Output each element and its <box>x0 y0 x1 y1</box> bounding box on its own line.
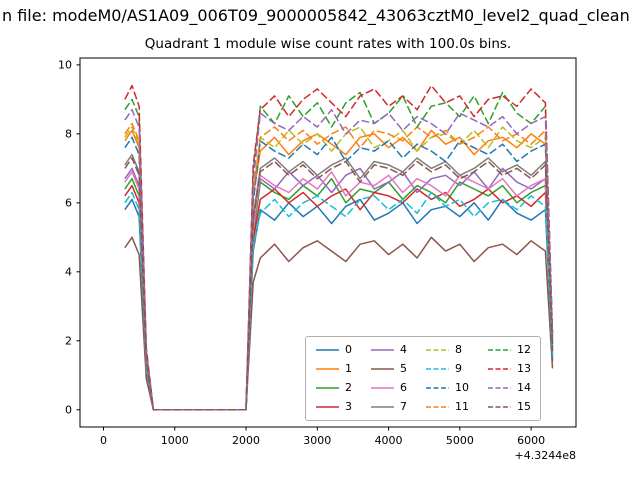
y-tick-label: 6 <box>65 197 72 210</box>
legend-label: 1 <box>345 362 352 375</box>
legend-item-9: 9 <box>425 361 469 377</box>
legend-line-sample <box>316 368 339 370</box>
x-tick-label: 2000 <box>232 434 260 447</box>
legend-item-2: 2 <box>315 380 352 396</box>
axes-title: Quadrant 1 module wise count rates with … <box>144 36 512 52</box>
legend-line-sample <box>316 406 339 408</box>
series-line-14 <box>124 108 554 411</box>
legend-line-sample <box>371 406 394 408</box>
legend-line-sample <box>371 387 394 389</box>
x-tick-label: 1000 <box>161 434 189 447</box>
legend-item-0: 0 <box>315 342 352 358</box>
legend-line-sample <box>488 387 511 389</box>
legend-line-sample <box>316 349 339 351</box>
legend-label: 6 <box>400 381 407 394</box>
y-tick-label: 8 <box>65 128 72 141</box>
legend-line-sample <box>488 406 511 408</box>
y-tick-label: 4 <box>65 266 72 279</box>
legend-label: 3 <box>345 400 352 413</box>
legend-line-sample <box>488 349 511 351</box>
y-tick-label: 2 <box>65 335 72 348</box>
legend-label: 2 <box>345 381 352 394</box>
y-tick-label: 10 <box>58 59 72 72</box>
x-tick-label: 0 <box>100 434 107 447</box>
legend-label: 0 <box>345 343 352 356</box>
legend-item-11: 11 <box>425 399 469 415</box>
legend-label: 15 <box>517 400 531 413</box>
series-line-15 <box>124 157 554 411</box>
legend-line-sample <box>371 349 394 351</box>
x-axis-offset-label: +4.3244e8 <box>515 449 576 462</box>
x-tick-label: 4000 <box>375 434 403 447</box>
legend-line-sample <box>371 368 394 370</box>
legend-label: 9 <box>455 362 462 375</box>
legend-label: 5 <box>400 362 407 375</box>
legend-item-14: 14 <box>487 380 531 396</box>
legend: 0 1 2 3 4 5 6 7 8 9 10 11 12 13 14 15 <box>305 336 541 421</box>
axes-frame <box>79 57 577 428</box>
legend-item-12: 12 <box>487 342 531 358</box>
legend-line-sample <box>488 368 511 370</box>
legend-label: 11 <box>455 400 469 413</box>
legend-item-15: 15 <box>487 399 531 415</box>
x-tick-label: 6000 <box>517 434 545 447</box>
legend-label: 4 <box>400 343 407 356</box>
legend-item-13: 13 <box>487 361 531 377</box>
x-tick-label: 3000 <box>303 434 331 447</box>
legend-line-sample <box>426 406 449 408</box>
legend-item-3: 3 <box>315 399 352 415</box>
legend-line-sample <box>426 368 449 370</box>
legend-label: 12 <box>517 343 531 356</box>
legend-label: 10 <box>455 381 469 394</box>
legend-label: 8 <box>455 343 462 356</box>
legend-item-5: 5 <box>370 361 407 377</box>
legend-line-sample <box>316 387 339 389</box>
x-tick-label: 5000 <box>446 434 474 447</box>
legend-item-6: 6 <box>370 380 407 396</box>
y-tick-label: 0 <box>65 404 72 417</box>
legend-item-8: 8 <box>425 342 469 358</box>
legend-label: 7 <box>400 400 407 413</box>
legend-item-10: 10 <box>425 380 469 396</box>
legend-item-1: 1 <box>315 361 352 377</box>
legend-line-sample <box>426 349 449 351</box>
legend-label: 13 <box>517 362 531 375</box>
legend-item-4: 4 <box>370 342 407 358</box>
figure-supertitle: n file: modeM0/AS1A09_006T09_9000005842_… <box>2 6 630 25</box>
legend-item-7: 7 <box>370 399 407 415</box>
legend-label: 14 <box>517 381 531 394</box>
legend-line-sample <box>426 387 449 389</box>
